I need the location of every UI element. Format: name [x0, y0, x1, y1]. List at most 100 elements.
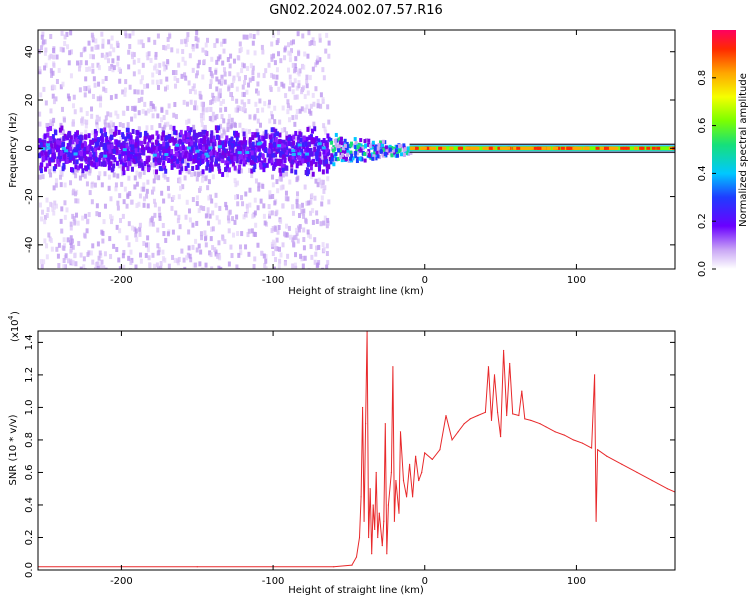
heat-cell: [322, 123, 326, 129]
heat-cell: [184, 165, 188, 171]
heat-cell: [83, 85, 87, 91]
heat-cell: [327, 136, 331, 142]
heat-cell: [76, 138, 80, 144]
heat-cell: [320, 183, 324, 189]
heat-cell: [595, 146, 600, 150]
heat-cell: [152, 153, 157, 157]
heat-cell: [260, 44, 264, 50]
heat-cell: [69, 146, 73, 152]
heat-cell: [177, 194, 181, 200]
heat-cell: [38, 174, 42, 180]
heat-cell: [193, 154, 197, 160]
heat-cell: [164, 168, 168, 174]
heat-cell: [213, 150, 217, 156]
heat-cell: [244, 212, 248, 218]
heat-cell: [49, 166, 53, 172]
heat-cell: [240, 99, 244, 105]
heat-cell: [227, 167, 231, 173]
heat-cell: [84, 129, 88, 135]
heat-cell: [270, 160, 274, 166]
heat-cell: [176, 147, 180, 153]
heat-cell: [223, 71, 227, 77]
heat-cell: [243, 102, 247, 108]
heat-cell: [272, 133, 276, 139]
heat-cell: [178, 139, 182, 145]
heat-cell: [66, 143, 70, 149]
heat-cell: [115, 247, 119, 253]
heat-cell: [235, 86, 239, 92]
heat-cell: [40, 45, 44, 51]
heat-cell: [210, 99, 214, 105]
heat-cell: [284, 165, 288, 171]
heat-cell: [301, 263, 305, 269]
heat-cell: [155, 169, 159, 175]
heat-cell: [69, 153, 73, 159]
heat-cell: [83, 46, 87, 52]
heat-cell: [46, 132, 50, 138]
heat-cell: [69, 73, 73, 79]
heat-cell: [272, 165, 276, 171]
heat-cell: [38, 111, 42, 117]
heat-cell: [38, 66, 42, 72]
heat-cell: [51, 84, 55, 90]
heat-cell: [191, 44, 195, 50]
heat-cell: [250, 228, 254, 234]
heat-cell: [143, 160, 147, 166]
heat-cell: [284, 141, 288, 147]
heat-cell: [321, 146, 326, 150]
heat-cell: [337, 137, 341, 142]
heat-cell: [294, 114, 298, 120]
heat-cell: [118, 266, 122, 269]
heat-cell: [315, 218, 319, 224]
heat-cell: [211, 245, 215, 251]
heat-cell: [55, 246, 59, 252]
heat-cell: [189, 99, 193, 105]
heat-cell: [231, 147, 235, 153]
heat-cell: [57, 161, 61, 167]
heat-cell: [269, 140, 273, 146]
heat-cell: [402, 153, 406, 158]
heat-cell: [74, 173, 78, 179]
heat-cell: [256, 118, 260, 124]
heat-cell: [102, 156, 106, 162]
heat-cell: [183, 158, 187, 164]
heat-cell: [302, 85, 306, 91]
heat-cell: [102, 136, 106, 142]
snr-point: [506, 414, 508, 417]
heat-cell: [181, 145, 185, 151]
snr-point: [487, 366, 490, 368]
heat-cell: [256, 242, 260, 248]
heat-cell: [201, 74, 205, 80]
heat-cell: [117, 257, 121, 263]
heat-cell: [155, 262, 159, 268]
heat-cell: [137, 126, 141, 132]
heat-cell: [94, 151, 98, 157]
heat-cell: [164, 237, 168, 243]
heat-cell: [516, 146, 521, 150]
heat-cell: [190, 143, 194, 149]
heat-cell: [321, 242, 325, 248]
heat-cell: [381, 153, 385, 158]
heat-cell: [300, 89, 304, 95]
heat-cell: [110, 219, 114, 225]
heat-cell: [62, 245, 66, 251]
heat-cell: [197, 172, 201, 178]
heat-cell: [71, 244, 75, 250]
heat-cell: [65, 158, 69, 164]
heat-cell: [205, 133, 209, 139]
heat-cell: [245, 151, 250, 155]
heat-cell: [291, 62, 295, 68]
heat-cell: [183, 266, 187, 269]
heat-cell: [238, 154, 242, 160]
heat-cell: [211, 149, 215, 155]
heat-cell: [371, 156, 375, 161]
heat-cell: [138, 193, 142, 199]
heat-cell: [267, 103, 271, 109]
heat-cell: [310, 139, 314, 145]
heat-cell: [217, 147, 221, 153]
heat-cell: [50, 246, 54, 252]
heat-cell: [308, 108, 312, 114]
heat-cell: [125, 127, 129, 133]
heat-cell: [312, 121, 316, 127]
heat-cell: [211, 226, 215, 232]
